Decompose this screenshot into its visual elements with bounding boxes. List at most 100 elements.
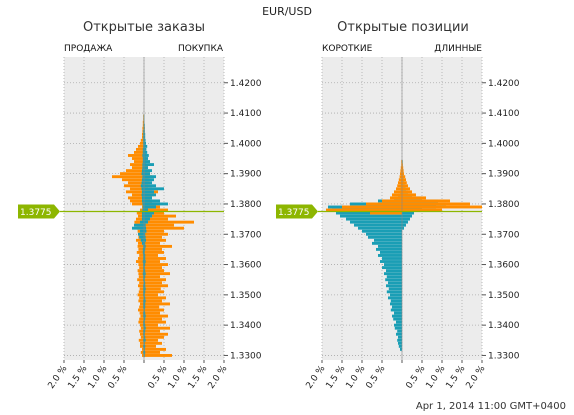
bar-right — [144, 314, 146, 318]
timestamp-label: Apr 1, 2014 11:00 GMT+0400 — [416, 401, 566, 412]
x-tick-label: 2.0 % — [305, 364, 328, 391]
bar-right — [144, 278, 145, 282]
bar-right — [144, 250, 164, 254]
bar-left — [143, 323, 144, 327]
bar-left — [140, 341, 144, 345]
bar-right — [402, 196, 426, 200]
bar-left — [397, 338, 402, 342]
bar-left — [370, 211, 402, 215]
bar-left — [139, 235, 144, 239]
bar-left — [390, 302, 402, 306]
bar-right — [144, 272, 170, 276]
bar-left — [137, 244, 144, 248]
bar-right — [144, 147, 147, 151]
bar-right — [144, 335, 146, 339]
bar-right — [144, 272, 146, 276]
bar-left — [138, 284, 144, 288]
bar-left — [400, 172, 402, 176]
bar-right — [144, 238, 166, 242]
bar-left — [384, 263, 402, 266]
x-tick-label: 2.0 % — [207, 364, 230, 391]
bar-left — [398, 341, 402, 345]
bar-left — [362, 229, 402, 233]
bar-left — [140, 229, 144, 233]
bar-right — [144, 344, 156, 348]
x-tick-label: 0.5 % — [405, 364, 428, 391]
y-tick-label: 1.3600 — [230, 261, 262, 271]
bar-left — [142, 135, 144, 139]
bar-left — [382, 257, 402, 260]
bar-left — [143, 305, 144, 309]
bar-right — [144, 320, 145, 324]
bar-left — [138, 320, 144, 324]
bar-right — [402, 187, 410, 191]
bar-left — [138, 272, 144, 276]
bar-right — [402, 193, 416, 197]
bar-left — [340, 214, 402, 218]
bar-right — [144, 178, 154, 182]
bar-left — [138, 247, 144, 251]
bar-right — [402, 226, 404, 230]
y-tick-label: 1.3600 — [488, 261, 520, 271]
orders-title: Открытые заказы — [83, 20, 205, 35]
bar-left — [140, 184, 144, 188]
bar-right — [144, 223, 146, 227]
bar-right — [144, 263, 146, 266]
bar-right — [144, 129, 145, 133]
bar-right — [144, 235, 162, 239]
bar-right — [144, 317, 162, 321]
bar-left — [143, 257, 144, 260]
bar-left — [140, 332, 144, 336]
bar-left — [139, 296, 144, 300]
bar-right — [144, 332, 145, 336]
bar-right — [402, 202, 470, 206]
bar-left — [139, 305, 144, 309]
bar-right — [402, 169, 404, 173]
bar-left — [138, 290, 144, 294]
bar-right — [144, 344, 146, 348]
bar-left — [374, 238, 402, 242]
series-0-1 — [132, 114, 168, 357]
bar-right — [144, 305, 160, 309]
price-marker-tag — [18, 204, 60, 219]
bar-right — [144, 266, 162, 270]
bar-right — [144, 217, 150, 221]
bar-right — [144, 208, 148, 212]
bar-right — [144, 226, 146, 230]
orders-left-label: ПРОДАЖА — [64, 44, 113, 54]
bar-left — [143, 132, 144, 136]
bar-left — [138, 257, 144, 260]
bar-left — [142, 123, 144, 127]
bar-left — [397, 184, 402, 188]
bar-left — [372, 241, 402, 245]
bar-right — [144, 144, 148, 148]
bar-left — [384, 272, 402, 276]
bar-right — [402, 220, 408, 224]
bar-right — [144, 354, 172, 357]
bar-left — [128, 154, 144, 157]
bar-left — [398, 335, 402, 339]
bar-left — [400, 166, 402, 170]
x-tick-label: 0.5 % — [107, 364, 130, 391]
bar-right — [144, 290, 146, 294]
bar-left — [120, 172, 144, 176]
bar-right — [144, 244, 146, 248]
bar-left — [138, 299, 144, 303]
bar-right — [144, 154, 149, 157]
x-tick-label: 1.0 % — [425, 364, 448, 391]
bar-left — [136, 217, 144, 221]
bar-left — [142, 347, 144, 351]
x-tick-label: 1.0 % — [167, 364, 190, 391]
x-tick-label: 1.0 % — [87, 364, 110, 391]
bar-left — [142, 260, 144, 263]
bar-right — [144, 281, 146, 285]
bar-right — [144, 235, 146, 239]
orders-panel: 1.4200 1.4100 1.4000 1.3900 1.3800 1.3700 1.36… — [18, 57, 262, 391]
bar-left — [400, 347, 402, 351]
bar-right — [144, 190, 154, 194]
x-tick-label: 1.5 % — [187, 364, 210, 391]
bar-left — [143, 275, 144, 279]
bar-right — [144, 214, 152, 218]
y-tick-label: 1.3800 — [230, 200, 262, 210]
bar-left — [132, 226, 144, 230]
